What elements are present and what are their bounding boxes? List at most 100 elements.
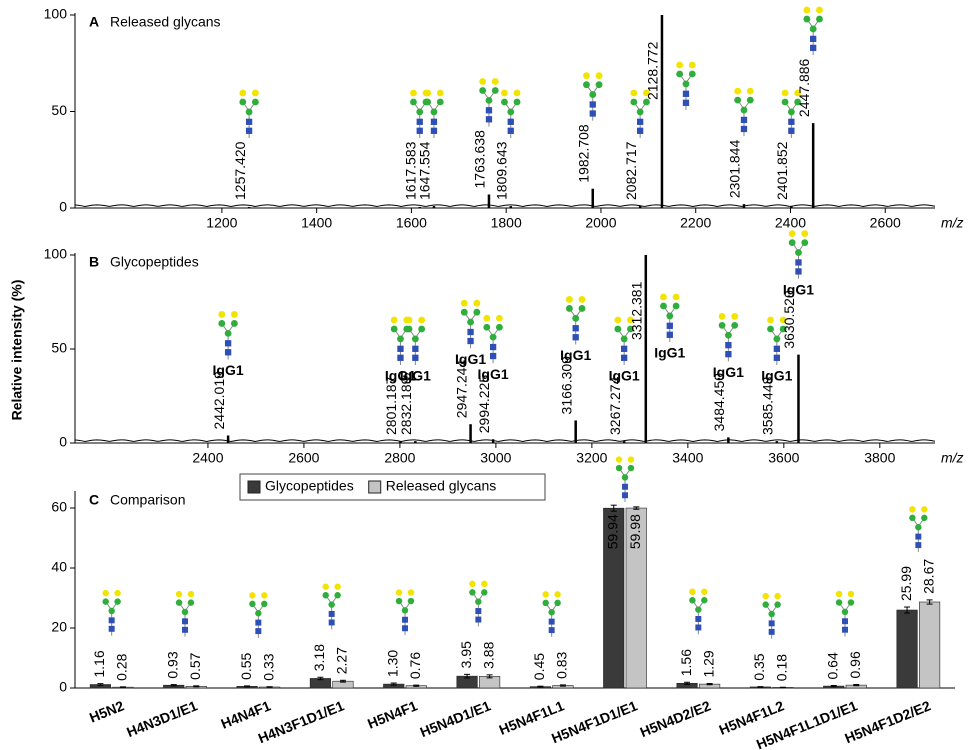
glycan-square [788, 128, 794, 134]
glycan-circle [188, 591, 194, 597]
glycan-circle [496, 315, 503, 322]
glycopeptide-annotation: IgG1 [654, 345, 685, 361]
glycan-circle [239, 90, 246, 97]
glycan-circle [614, 317, 621, 324]
glycan-square [683, 100, 689, 106]
glycan-circle [801, 230, 808, 237]
glycan-circle [848, 591, 854, 597]
y-axis-label: Relative intensity (%) [9, 280, 25, 421]
x-tick-label: H4N3D1/E1 [124, 697, 199, 740]
glycan-circle [676, 71, 683, 78]
x-tick-label: 2800 [384, 450, 415, 466]
error-bar [537, 686, 543, 687]
glycan-circle [249, 592, 255, 598]
peak-label: 2947.244 [453, 360, 469, 419]
glycan-square [549, 627, 555, 633]
value-label: 0.35 [751, 653, 767, 680]
glycopeptide-annotation: IgG1 [713, 364, 744, 380]
glycan-circle [479, 78, 486, 85]
glycan-circle [579, 296, 586, 303]
x-tick-label: H5N4D2/E2 [638, 697, 713, 740]
x-tick-label: 1600 [396, 215, 427, 231]
glycan-square [915, 542, 921, 548]
y-tick-label: 0 [59, 434, 67, 450]
glycan-circle [218, 320, 225, 327]
glycan-circle [396, 598, 402, 604]
glycan-square [109, 626, 115, 632]
glycan-circle [402, 607, 408, 613]
x-tick-label: 2400 [775, 215, 806, 231]
glycan-square [255, 620, 261, 626]
glycan-square [182, 627, 188, 633]
peak-label: 3267.274 [607, 376, 623, 435]
glycan-circle [481, 581, 487, 587]
error-bar [757, 687, 763, 688]
glycan-icon [803, 7, 822, 55]
glycan-circle [176, 591, 182, 597]
glycan-circle [114, 598, 120, 604]
glycan-circle [589, 91, 596, 98]
glycan-circle [473, 309, 480, 316]
value-label: 0.45 [531, 653, 547, 680]
peak-label: 2442.019 [211, 371, 227, 430]
glycan-circle [437, 90, 444, 97]
glycan-circle [566, 296, 573, 303]
glycan-square [725, 351, 731, 357]
glycan-square [810, 45, 816, 51]
glycan-square [621, 346, 627, 352]
glycan-circle [628, 465, 634, 471]
x-tick-label: 2600 [870, 215, 901, 231]
glycan-square [683, 91, 689, 97]
glycan-circle [246, 108, 253, 115]
glycan-circle [416, 108, 423, 115]
glycan-circle [816, 7, 823, 14]
peak-label: 1763.638 [472, 130, 488, 189]
glycan-circle [596, 72, 603, 79]
glycan-icon [176, 591, 194, 637]
value-label: 28.67 [920, 559, 936, 594]
panel-letter: A [89, 14, 99, 30]
glycan-square [573, 334, 579, 340]
glycan-circle [218, 311, 225, 318]
glycan-square [810, 36, 816, 42]
value-label: 1.16 [91, 650, 107, 677]
glycan-circle [773, 335, 780, 342]
glycan-icon [566, 296, 585, 344]
bar [919, 602, 940, 688]
glycan-circle [810, 26, 817, 33]
glycan-circle [406, 317, 413, 324]
glycan-icon [249, 592, 267, 638]
glycopeptide-annotation: IgG1 [213, 362, 244, 378]
glycan-circle [114, 590, 120, 596]
glycan-circle [731, 322, 738, 329]
glycan-circle [689, 71, 696, 78]
x-tick-label: 3800 [864, 450, 895, 466]
peak-label: 3630.520 [781, 290, 797, 349]
glycan-circle [542, 600, 548, 606]
glycan-circle [486, 97, 493, 104]
glycan-circle [255, 610, 261, 616]
glycan-circle [816, 16, 823, 23]
glycan-circle [334, 592, 340, 598]
glycan-circle [410, 99, 417, 106]
y-tick-label: 40 [51, 559, 67, 575]
y-tick-label: 0 [59, 679, 67, 695]
glycan-icon [836, 591, 854, 637]
glycan-circle [396, 589, 402, 595]
glycan-circle [424, 99, 431, 106]
glycan-square [795, 259, 801, 265]
glycan-circle [836, 599, 842, 605]
glycan-circle [836, 591, 842, 597]
glycan-square [637, 119, 643, 125]
glycan-circle [622, 474, 628, 480]
glycan-circle [719, 313, 726, 320]
glycan-circle [774, 601, 780, 607]
glycan-circle [915, 524, 921, 530]
x-tick-label: H5N2 [87, 697, 126, 725]
glycan-circle [628, 456, 634, 462]
glycan-circle [412, 335, 419, 342]
glycopeptide-annotation: IgG1 [609, 368, 640, 384]
glycan-circle [231, 311, 238, 318]
glycan-square [225, 349, 231, 355]
glycan-circle [782, 90, 789, 97]
